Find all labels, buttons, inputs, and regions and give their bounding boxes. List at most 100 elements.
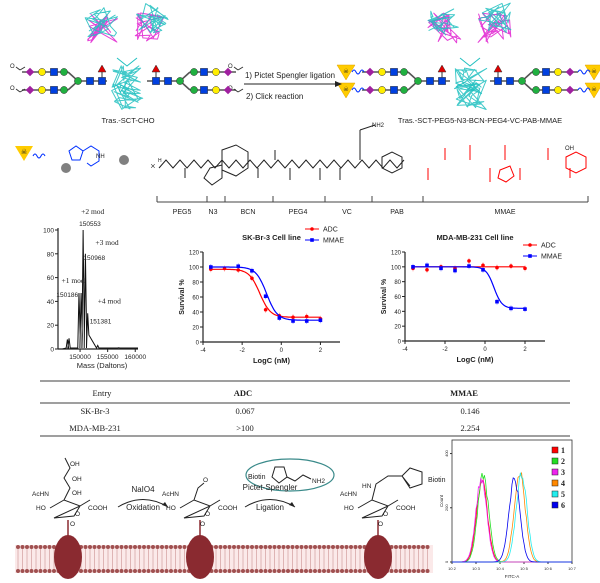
data-point-mmae	[523, 307, 527, 311]
y-tick-label: 40	[47, 299, 55, 306]
x-tick-label: 2	[523, 347, 527, 353]
peak-annotation: +1 mod	[61, 276, 84, 285]
mdamb231-survival-chart: 0 20 40 60 80 100 120 -4 -2 0 2 MDA-MB-231 Cell lin…	[381, 233, 562, 364]
peak-annotation: +2 mod	[81, 207, 104, 216]
mannose-circle	[532, 86, 540, 94]
lipid-head	[421, 569, 425, 573]
y-tick-label: 100	[189, 266, 200, 272]
lipid-head	[227, 569, 232, 573]
data-point-mmae	[411, 265, 415, 269]
x-tick-label: 10 3	[472, 566, 481, 571]
skeleton-bond	[359, 124, 376, 131]
table-cell: 2.254	[460, 423, 480, 433]
lipid-head	[137, 545, 142, 549]
mannose-circle	[190, 86, 198, 94]
lipid-head	[142, 569, 146, 573]
lipid-head	[290, 545, 295, 549]
glcnac-square	[98, 77, 106, 85]
histogram-6	[452, 477, 572, 563]
x-tick-label: 155000	[97, 354, 119, 361]
lipid-head	[88, 545, 92, 549]
legend-label-3: 3	[561, 468, 565, 477]
lipid-head	[326, 545, 331, 549]
lipid-head	[124, 545, 128, 549]
lipid-head	[38, 545, 43, 549]
lipid-head	[281, 545, 286, 549]
skeleton-bond	[158, 159, 405, 169]
nh2-label: NH2	[312, 478, 325, 485]
step-arrows	[117, 499, 296, 508]
x-tick-label: -2	[442, 347, 448, 353]
lipid-head	[254, 545, 259, 549]
lipid-head	[263, 569, 268, 573]
table-cell: >100	[236, 423, 254, 433]
data-point-adc	[495, 265, 499, 270]
glycan-chains: OOOO☠☠☠☠	[10, 64, 600, 99]
segment-label-bcn: BCN	[241, 209, 256, 216]
toxin-triangle	[15, 146, 33, 161]
cooh-label: COOH	[396, 505, 416, 512]
mannose-circle	[518, 77, 526, 85]
data-point-adc	[467, 259, 471, 263]
pyranose-ring	[357, 499, 399, 519]
galactose-circle	[38, 68, 46, 76]
lipid-head	[349, 569, 353, 573]
glycerol-side-chain	[63, 457, 71, 501]
lipid-head	[47, 569, 52, 573]
galactose-circle	[378, 68, 386, 76]
lipid-head	[299, 545, 304, 549]
sialic-acid-structures: OCOOHHOAcHNOOCOOHHOAcHNOOCOOHHOAcHNOOHOH…	[32, 457, 446, 528]
tetrahydropyrrolopyrazine-icon	[68, 145, 100, 167]
mannose-circle	[176, 77, 184, 85]
lipid-head	[241, 545, 245, 549]
antibody-dot-icon	[119, 155, 129, 165]
glcnac-square	[50, 86, 58, 94]
lipid-head	[277, 545, 281, 549]
glycosidic-o: O	[200, 521, 205, 528]
x-tick-label: 10 2	[448, 566, 457, 571]
legend-label-4: 4	[561, 479, 565, 488]
lipid-head	[340, 569, 344, 573]
antibody-ribbon	[478, 2, 512, 33]
data-point-adc	[291, 315, 295, 320]
sialic-acid-diamond	[25, 85, 35, 95]
fucose-triangle	[151, 64, 161, 73]
lipid-head	[173, 545, 178, 549]
lipid-head	[218, 569, 223, 573]
lipid-head	[313, 569, 317, 573]
legend-label-2: 2	[561, 457, 565, 466]
x-tick-label: 10 4	[496, 566, 505, 571]
x-axis-label: LogC (nM)	[456, 355, 494, 364]
y-tick-label: 60	[192, 296, 199, 302]
segment-label-mmae: MMAE	[495, 209, 516, 216]
lipid-head	[403, 569, 407, 573]
glcnac-square	[152, 77, 160, 85]
antibody-ribbon	[454, 67, 488, 95]
ring-o: O	[75, 511, 80, 518]
glcnac-square	[200, 86, 208, 94]
lipid-head	[389, 569, 394, 573]
antibody-ribbon	[111, 81, 144, 110]
peg-wave	[32, 153, 46, 159]
glcnac-square	[426, 77, 434, 85]
fit-curve-mmae	[413, 266, 526, 309]
reaction-arrow	[244, 81, 342, 87]
lipid-head	[101, 545, 106, 549]
lipid-head	[304, 545, 308, 549]
mannose-circle	[414, 77, 422, 85]
lipid-head	[353, 569, 358, 573]
lipid-head	[286, 569, 290, 573]
sialic-acid-diamond	[365, 85, 375, 95]
sialic-acid-diamond	[223, 85, 233, 95]
lipid-head	[295, 569, 299, 573]
lipid-head	[119, 545, 124, 549]
lipid-head	[34, 545, 38, 549]
lipid-head	[52, 545, 56, 549]
legend-swatch	[551, 490, 559, 498]
lipid-head	[106, 569, 110, 573]
mannose-circle	[74, 77, 82, 85]
fit-curve-adc	[210, 268, 321, 318]
legend-marker	[310, 238, 314, 242]
toxin-icon: ☠	[343, 86, 349, 93]
triazole-ring	[203, 164, 223, 186]
